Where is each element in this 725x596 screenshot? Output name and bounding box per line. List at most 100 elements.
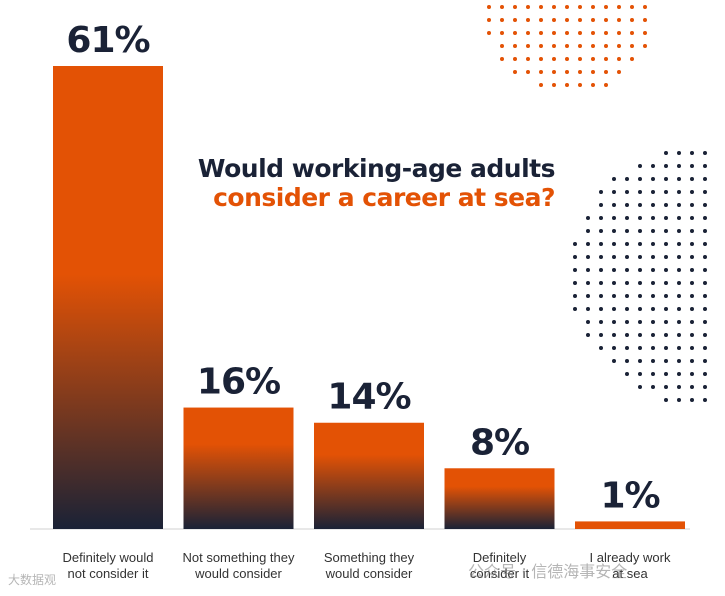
orange-dot: [617, 70, 621, 74]
navy-dot: [664, 190, 668, 194]
navy-dot: [638, 294, 642, 298]
bar-2: [314, 422, 424, 529]
navy-dot: [651, 177, 655, 181]
navy-dot: [638, 333, 642, 337]
navy-dot: [599, 229, 603, 233]
navy-dot: [664, 372, 668, 376]
orange-dot: [565, 44, 569, 48]
navy-dot: [664, 320, 668, 324]
navy-dot: [703, 177, 707, 181]
chart-title-line2: consider a career at sea?: [213, 183, 555, 212]
navy-dot: [651, 320, 655, 324]
navy-dot: [625, 268, 629, 272]
orange-dot: [539, 44, 543, 48]
orange-dot: [513, 44, 517, 48]
navy-dot: [625, 372, 629, 376]
navy-dot: [664, 398, 668, 402]
category-label-3-line-1: consider it: [470, 566, 530, 581]
orange-dot: [604, 5, 608, 9]
navy-dot: [690, 164, 694, 168]
navy-dot: [599, 255, 603, 259]
orange-dot: [630, 57, 634, 61]
navy-dot: [625, 255, 629, 259]
navy-dot: [599, 268, 603, 272]
orange-dot: [578, 18, 582, 22]
navy-dot: [703, 333, 707, 337]
navy-dot: [638, 346, 642, 350]
navy-dot: [664, 164, 668, 168]
category-label-1-line-1: would consider: [194, 566, 282, 581]
chart-title-line1: Would working-age adults: [197, 154, 556, 183]
navy-dot: [690, 320, 694, 324]
navy-dot: [690, 242, 694, 246]
orange-dot: [591, 18, 595, 22]
value-label-1: 16%: [197, 362, 280, 403]
navy-dot: [586, 333, 590, 337]
navy-dot: [651, 346, 655, 350]
navy-dot: [612, 242, 616, 246]
navy-dot: [690, 229, 694, 233]
navy-dot: [638, 320, 642, 324]
navy-dot: [625, 333, 629, 337]
orange-dot: [643, 31, 647, 35]
navy-dot: [612, 229, 616, 233]
navy-dot: [690, 307, 694, 311]
navy-dot: [703, 294, 707, 298]
navy-dot: [638, 268, 642, 272]
navy-dot: [664, 203, 668, 207]
orange-dot: [643, 5, 647, 9]
navy-dot: [612, 346, 616, 350]
orange-dot: [578, 57, 582, 61]
orange-dot: [500, 31, 504, 35]
navy-dot: [638, 164, 642, 168]
navy-dot: [599, 203, 603, 207]
value-label-0: 61%: [66, 20, 149, 61]
navy-dot: [677, 333, 681, 337]
navy-dot: [625, 307, 629, 311]
navy-dot: [690, 398, 694, 402]
navy-dot: [625, 177, 629, 181]
orange-dot: [617, 5, 621, 9]
orange-dot: [591, 70, 595, 74]
navy-dot: [677, 372, 681, 376]
orange-dot: [552, 44, 556, 48]
orange-dot: [578, 83, 582, 87]
category-label-3-line-0: Definitely: [473, 550, 527, 565]
navy-dot: [677, 281, 681, 285]
navy-dot: [612, 268, 616, 272]
category-label-4-line-1: at sea: [612, 566, 648, 581]
orange-dot: [539, 83, 543, 87]
navy-dot: [677, 398, 681, 402]
navy-dot: [599, 281, 603, 285]
navy-dot: [677, 268, 681, 272]
orange-dot: [578, 5, 582, 9]
value-label-2: 14%: [327, 377, 410, 418]
orange-dot: [578, 31, 582, 35]
orange-dot: [591, 5, 595, 9]
navy-dot: [651, 255, 655, 259]
navy-dot: [599, 242, 603, 246]
navy-dot: [651, 281, 655, 285]
navy-dot: [703, 398, 707, 402]
navy-dot: [690, 372, 694, 376]
category-label-0-line-1: not consider it: [68, 566, 149, 581]
navy-dot: [664, 281, 668, 285]
navy-dot: [573, 268, 577, 272]
orange-dot: [617, 44, 621, 48]
navy-dot: [651, 190, 655, 194]
orange-dot: [565, 83, 569, 87]
orange-dot: [604, 83, 608, 87]
navy-dot: [573, 255, 577, 259]
orange-dot: [552, 70, 556, 74]
navy-dot: [599, 346, 603, 350]
navy-dot: [664, 359, 668, 363]
orange-dot: [500, 18, 504, 22]
navy-dot: [664, 294, 668, 298]
orange-dot: [552, 57, 556, 61]
orange-dot: [578, 70, 582, 74]
navy-dot: [703, 268, 707, 272]
navy-dot: [703, 242, 707, 246]
navy-dot: [625, 190, 629, 194]
navy-dot: [573, 307, 577, 311]
orange-dot: [487, 31, 491, 35]
